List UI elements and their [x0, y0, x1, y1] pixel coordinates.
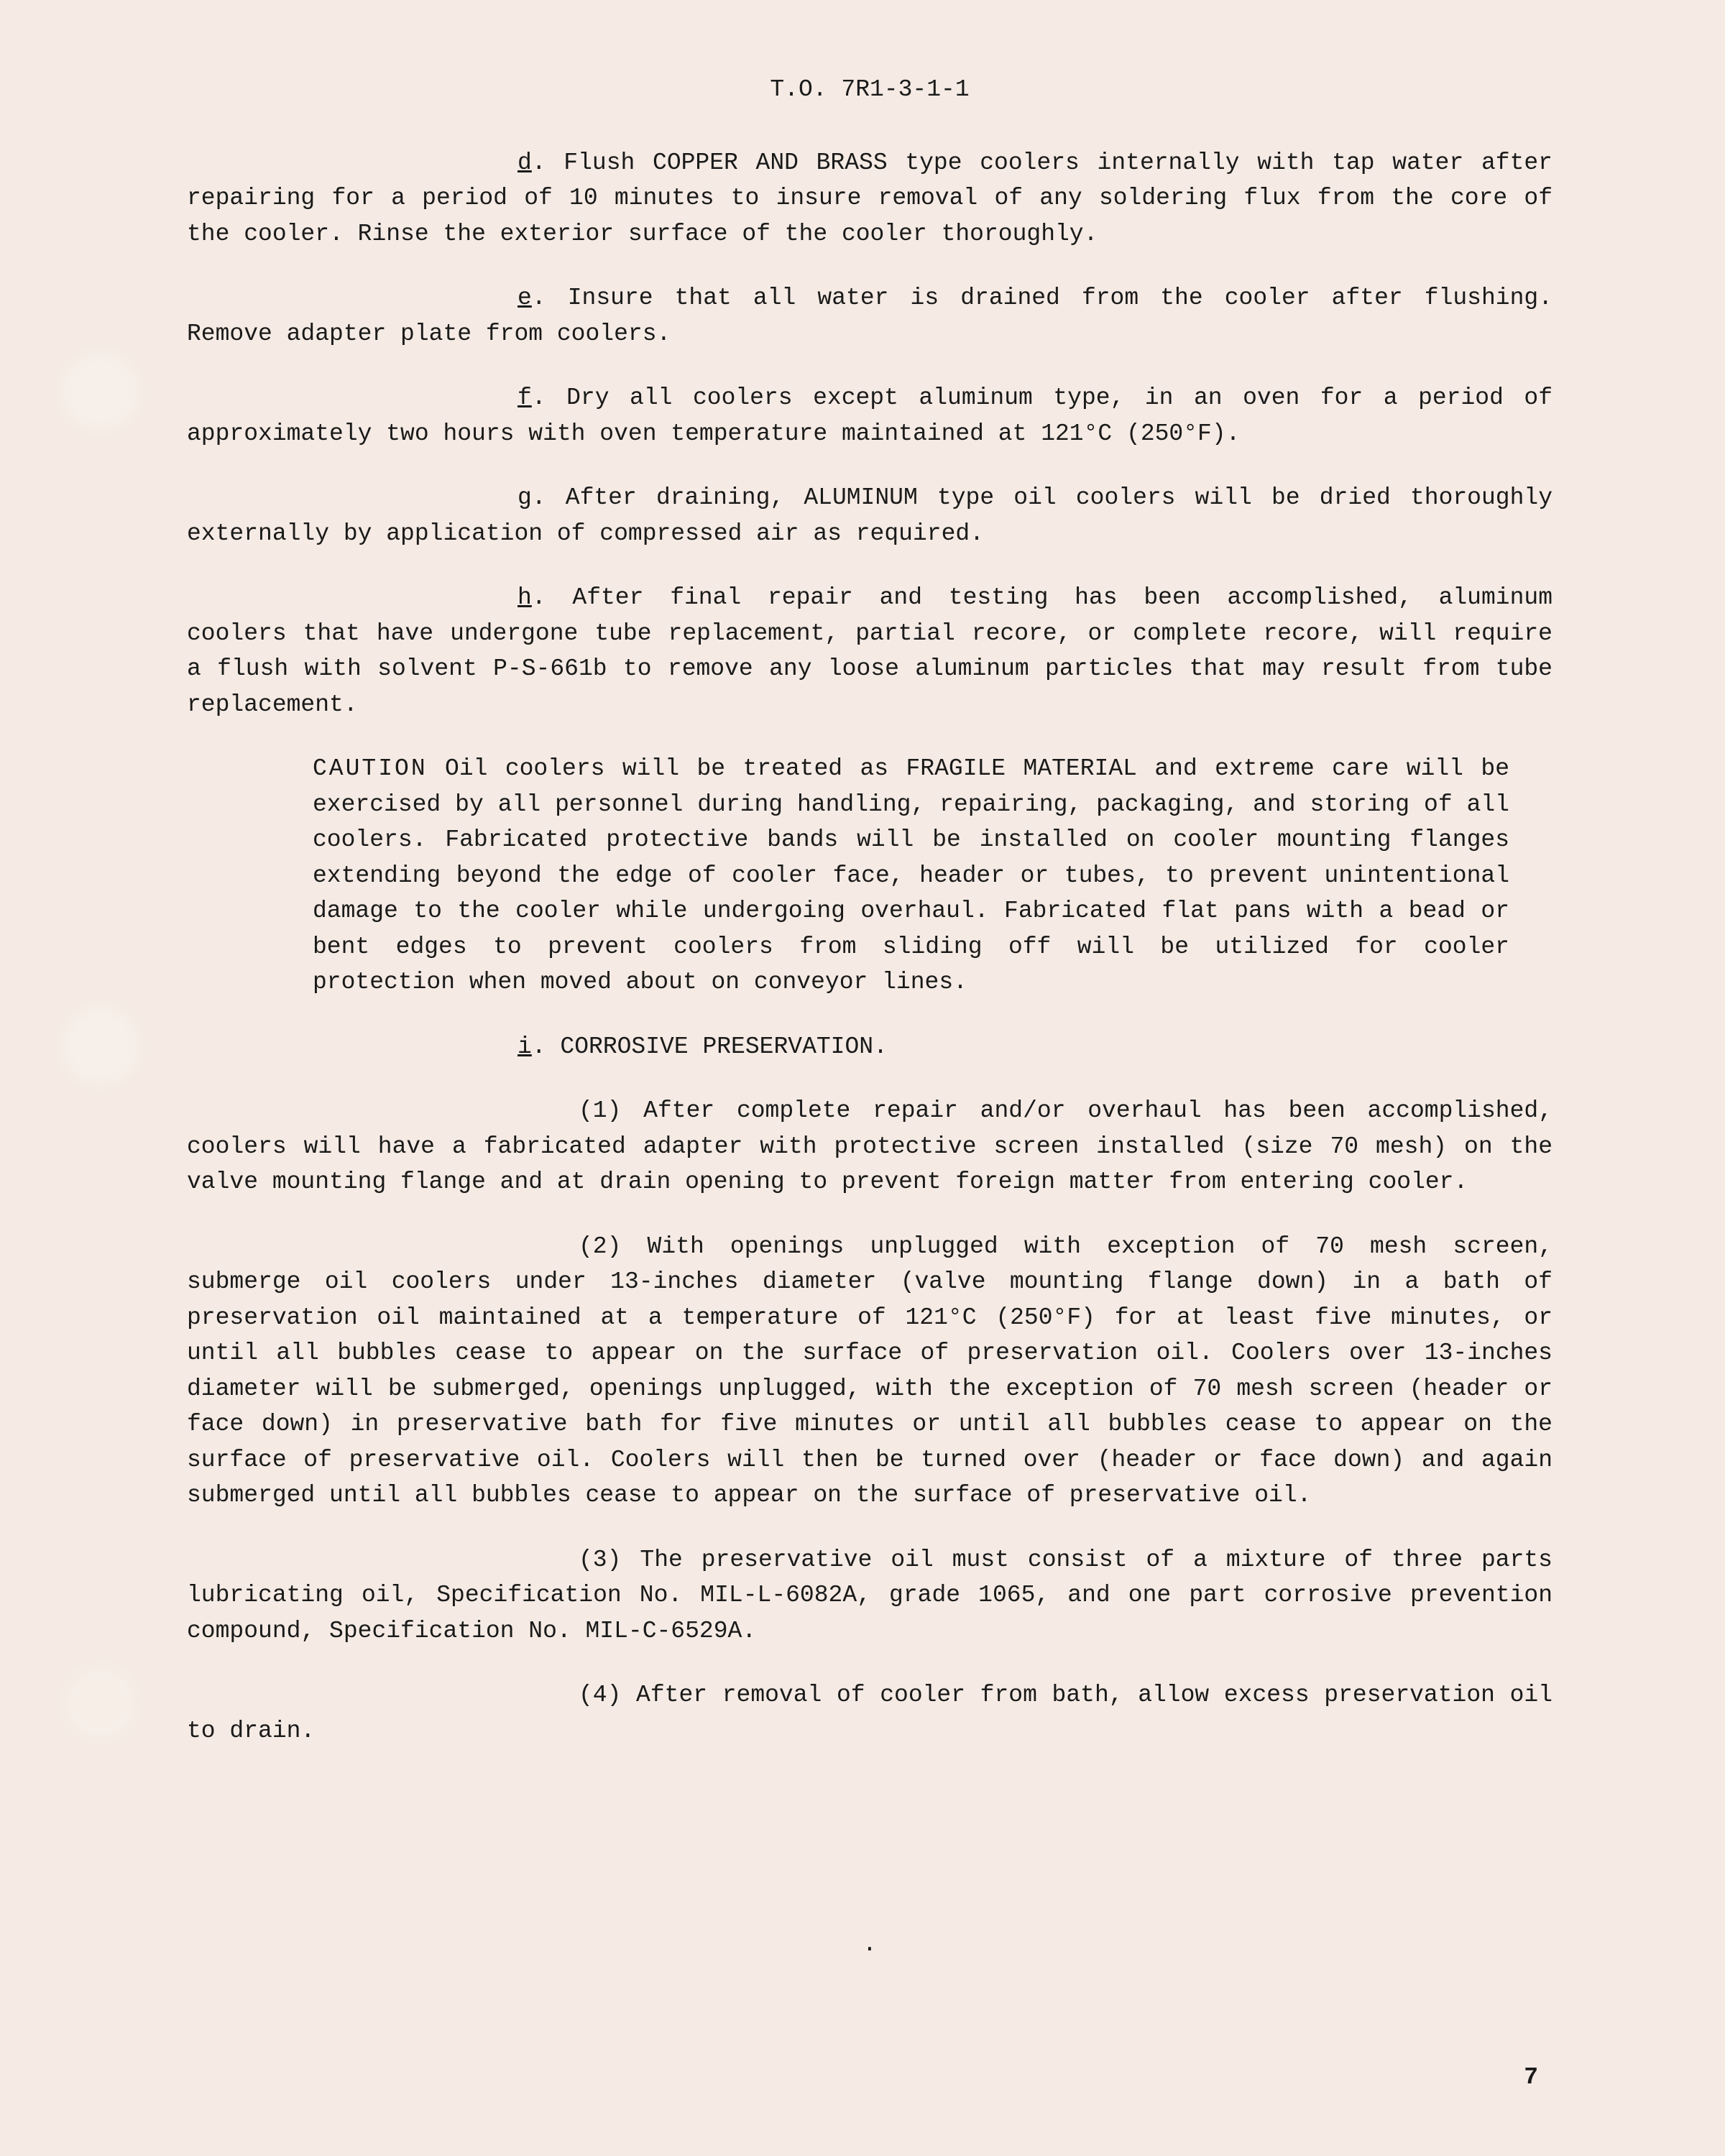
paragraph-text: . CORROSIVE PRESERVATION.: [532, 1033, 888, 1060]
paragraph-text: . After final repair and testing has bee…: [187, 584, 1552, 718]
paragraph-letter: g: [518, 484, 532, 511]
caution-text: Oil coolers will be treated as FRAGILE M…: [313, 755, 1509, 995]
paragraph-letter: e: [518, 285, 532, 311]
sub-text: With openings unplugged with exception o…: [187, 1233, 1552, 1509]
paragraph-text: . After draining, ALUMINUM type oil cool…: [187, 484, 1552, 547]
paragraph-d: d. Flush COPPER AND BRASS type coolers i…: [187, 145, 1552, 252]
subparagraph-4: (4) After removal of cooler from bath, a…: [187, 1677, 1552, 1749]
sub-text: After complete repair and/or overhaul ha…: [187, 1097, 1552, 1195]
stray-mark: .: [862, 1927, 877, 1963]
paragraph-text: . Insure that all water is drained from …: [187, 285, 1552, 347]
paragraph-h: h. After final repair and testing has be…: [187, 580, 1552, 722]
paragraph-e: e. Insure that all water is drained from…: [187, 280, 1552, 351]
paragraph-g: g. After draining, ALUMINUM type oil coo…: [187, 480, 1552, 551]
paragraph-letter: h: [518, 584, 532, 611]
paragraph-i: i. CORROSIVE PRESERVATION.: [187, 1029, 1552, 1065]
sub-number: (4): [579, 1682, 621, 1708]
subparagraph-1: (1) After complete repair and/or overhau…: [187, 1093, 1552, 1200]
subparagraph-2: (2) With openings unplugged with excepti…: [187, 1229, 1552, 1514]
page-number: 7: [1524, 2060, 1538, 2096]
sub-text: After removal of cooler from bath, allow…: [187, 1682, 1552, 1744]
paragraph-text: . Dry all coolers except aluminum type, …: [187, 384, 1552, 447]
sub-number: (3): [579, 1547, 621, 1573]
subparagraph-3: (3) The preservative oil must consist of…: [187, 1542, 1552, 1649]
punch-hole: [58, 1660, 144, 1746]
caution-label: CAUTION: [313, 755, 428, 782]
paragraph-f: f. Dry all coolers except aluminum type,…: [187, 380, 1552, 451]
punch-hole: [54, 345, 147, 438]
sub-text: The preservative oil must consist of a m…: [187, 1547, 1552, 1644]
document-header: T.O. 7R1-3-1-1: [187, 72, 1552, 108]
caution-block: CAUTION Oil coolers will be treated as F…: [313, 751, 1509, 1000]
sub-number: (2): [579, 1233, 621, 1260]
paragraph-letter: d: [518, 149, 532, 176]
sub-number: (1): [579, 1097, 621, 1124]
paragraph-letter: f: [518, 384, 532, 411]
punch-hole: [54, 999, 147, 1092]
paragraph-text: . Flush COPPER AND BRASS type coolers in…: [187, 149, 1552, 247]
paragraph-letter: i: [518, 1033, 532, 1060]
